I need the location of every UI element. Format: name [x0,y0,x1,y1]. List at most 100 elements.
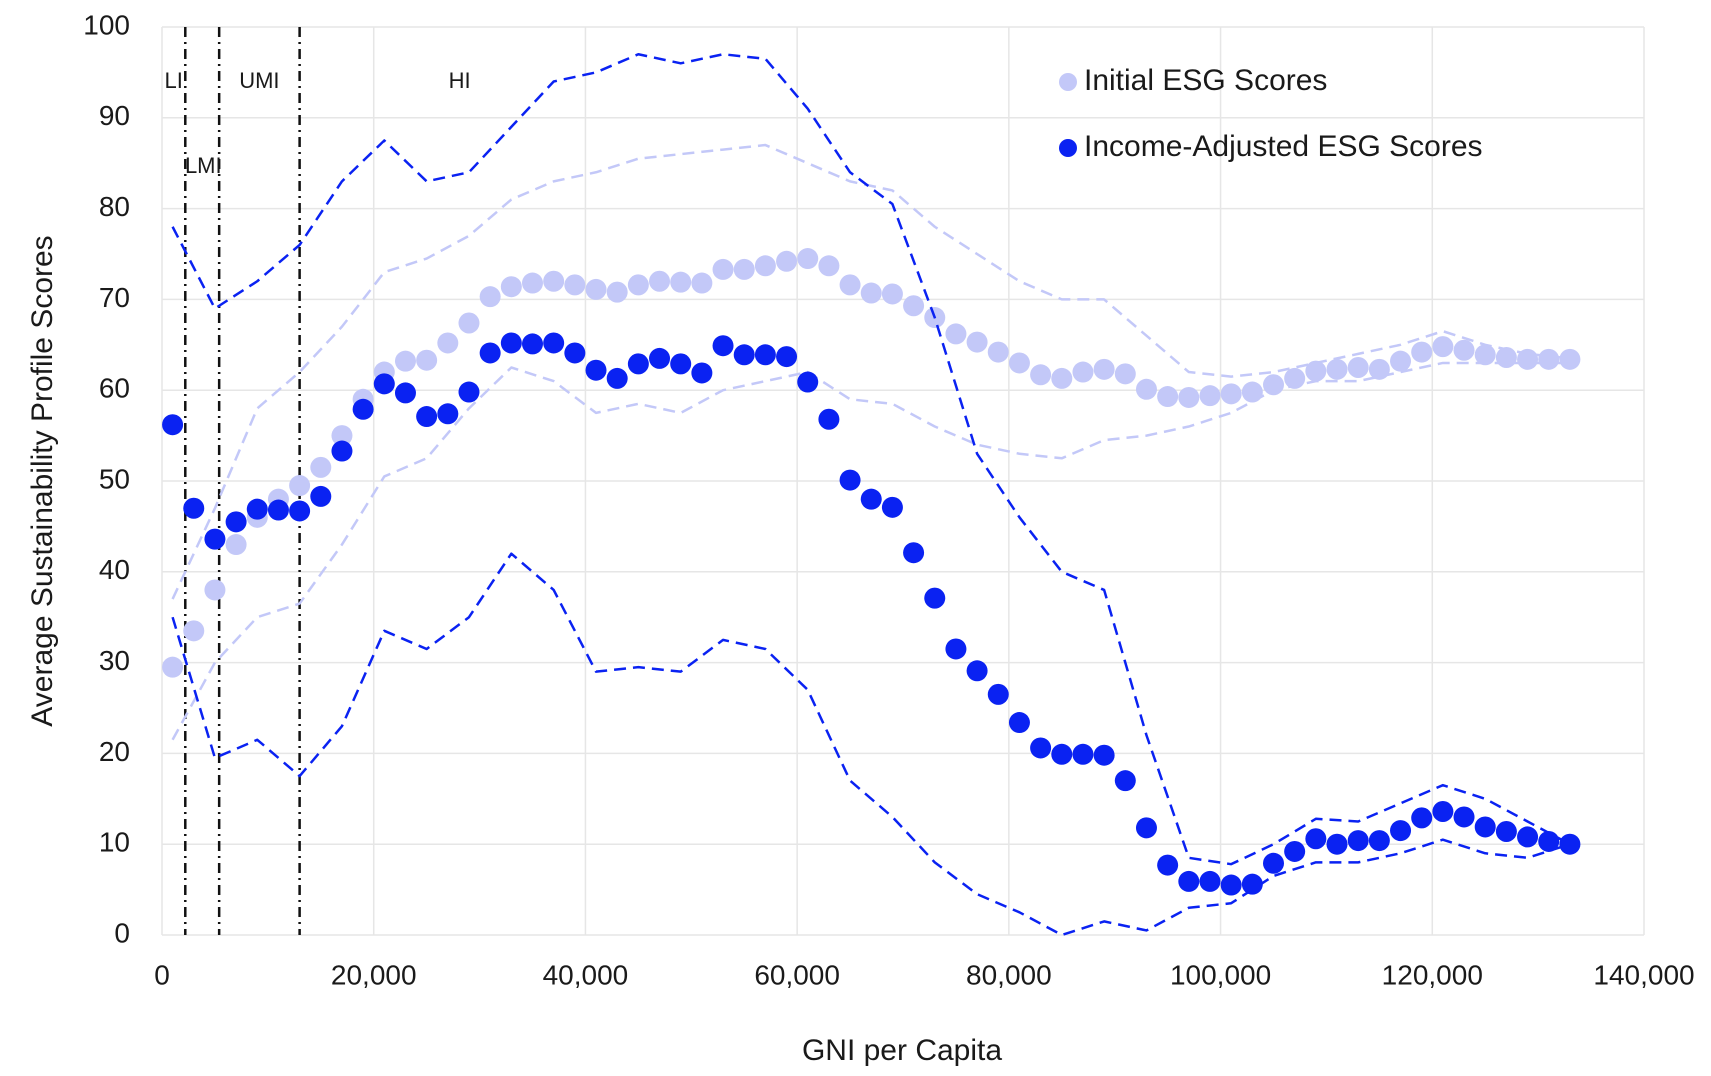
data-point [289,475,311,497]
data-point [818,255,840,277]
data-point [627,274,649,296]
data-point [987,341,1009,363]
data-point [1199,870,1221,892]
data-point [1517,826,1539,848]
data-point [1432,801,1454,823]
data-point [1199,385,1221,407]
data-point [987,683,1009,705]
data-point [479,286,501,308]
y-tick-label: 40 [99,554,130,585]
data-point [458,312,480,334]
data-point [1114,363,1136,385]
data-point [1559,348,1581,370]
data-point [691,362,713,384]
data-point [522,272,543,294]
data-point [1135,378,1157,400]
data-point [331,440,353,462]
income-group-label: LMI [185,153,222,178]
data-point [839,274,861,296]
x-axis-title: GNI per Capita [802,1034,1002,1067]
data-point [691,272,713,294]
data-point [924,587,946,609]
y-tick-label: 60 [99,373,130,404]
x-tick-label: 80,000 [966,959,1052,990]
data-point [1326,833,1348,855]
data-point [1474,816,1496,838]
data-point [670,353,692,375]
data-point [1453,339,1475,361]
data-point [1347,357,1369,378]
data-point [1538,830,1560,852]
y-tick-label: 70 [99,282,130,313]
x-tick-label: 40,000 [543,959,629,990]
data-point [500,332,522,354]
data-point [1559,833,1581,855]
data-point [649,347,671,369]
data-point [310,456,332,478]
data-point [1368,830,1390,852]
data-point [479,342,501,364]
data-point [394,350,416,372]
data-point [585,278,607,300]
data-point [1051,743,1073,765]
income-group-label: UMI [239,68,279,93]
data-point [522,333,543,355]
data-point [416,406,438,428]
data-point [1432,336,1454,358]
data-point [1178,386,1200,408]
data-point [733,258,755,280]
band-upper-line [171,143,1571,600]
data-point [649,270,671,292]
y-tick-label: 30 [99,645,130,676]
legend-label: Initial ESG Scores [1084,64,1327,97]
legend-label: Income-Adjusted ESG Scores [1084,130,1483,163]
data-point [331,425,353,447]
x-tick-label: 100,000 [1170,959,1271,990]
x-tick-label: 60,000 [754,959,840,990]
data-point [352,398,374,420]
data-point [437,403,459,425]
data-point [564,274,586,296]
data-point [204,528,226,550]
data-point [776,250,798,272]
band-upper-line [171,52,1571,866]
income-group-label: HI [449,68,471,93]
band-lower-line [171,361,1570,741]
data-point [881,496,903,518]
data-point [1538,348,1560,370]
data-point [1030,737,1052,759]
data-point [945,323,967,345]
data-point [183,620,205,642]
y-axis-title: Average Sustainability Profile Scores [26,235,59,726]
data-point [1072,361,1094,383]
x-tick-label: 20,000 [331,959,417,990]
data-point [1178,870,1200,892]
data-point [1284,840,1306,862]
data-point [246,498,268,520]
data-point [1517,348,1539,370]
data-point [204,579,226,601]
data-point [1051,367,1073,389]
data-point [1453,806,1475,828]
data-point [860,282,882,304]
data-point [1114,770,1136,792]
data-point [1347,830,1369,852]
y-tick-label: 20 [99,736,130,767]
data-point [564,342,586,364]
band-lower-line [171,552,1571,937]
data-point [1368,358,1390,380]
data-point [1411,807,1433,829]
data-point [162,414,184,436]
data-point [1390,820,1412,842]
data-point [712,258,734,280]
data-point [797,248,819,270]
data-point [1241,873,1263,895]
data-point [606,281,628,303]
data-point [183,497,205,519]
data-point [1157,386,1179,408]
data-point [1135,817,1157,839]
data-point [225,511,247,533]
data-point [1093,744,1115,766]
data-point [860,488,882,510]
data-point [797,371,819,393]
